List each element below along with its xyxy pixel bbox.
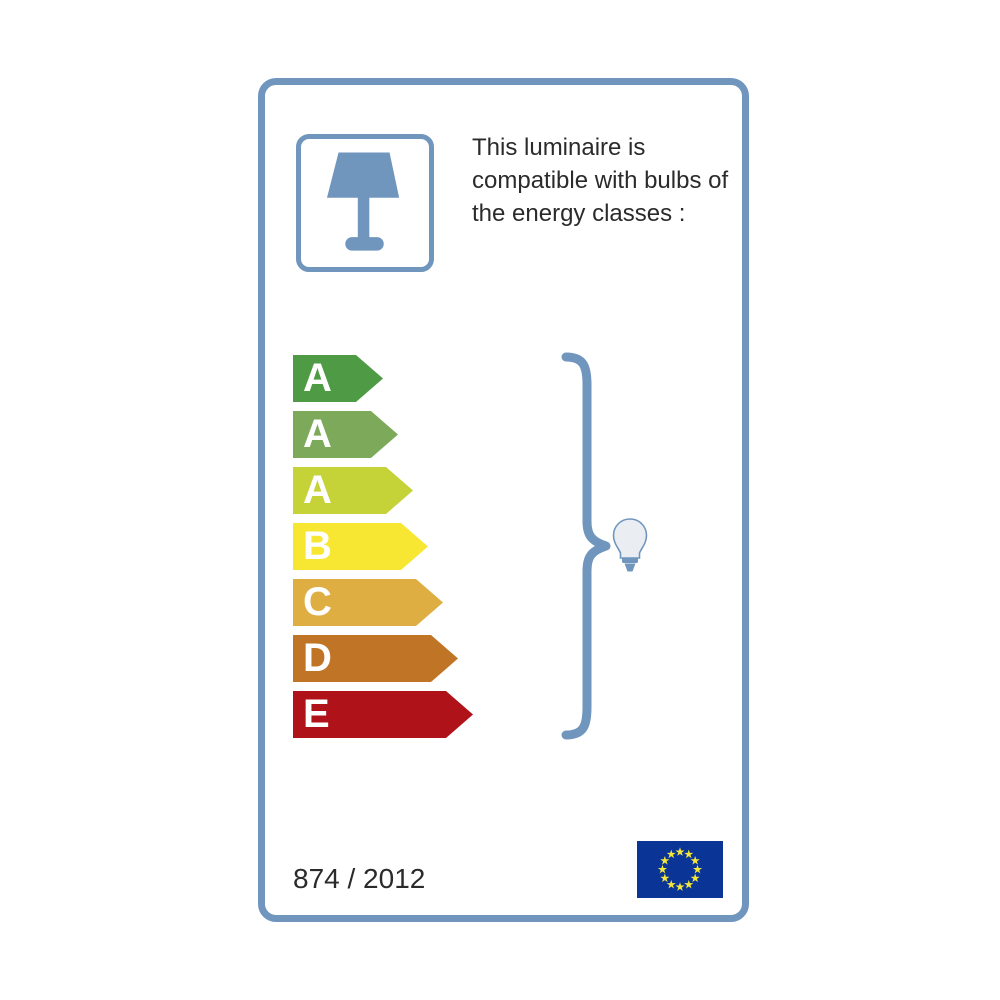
heading-line-2: compatible with bulbs of	[472, 167, 729, 194]
energy-class-arrow-a: A	[293, 467, 413, 514]
energy-class-letter: A	[303, 356, 332, 400]
eu-flag-icon	[637, 841, 723, 898]
energy-class-letter: D	[303, 636, 332, 680]
energy-class-arrow-a: A	[293, 355, 383, 402]
energy-class-arrow-a: A	[293, 411, 398, 458]
energy-class-arrow-e: E	[293, 691, 473, 738]
lamp-pictogram-box	[296, 134, 434, 272]
energy-class-arrow-b: B	[293, 523, 428, 570]
energy-class-arrow-d: D	[293, 635, 458, 682]
heading-line-1: This luminaire is	[472, 134, 646, 161]
curly-brace-icon	[561, 352, 611, 740]
light-bulb-icon	[612, 518, 648, 572]
energy-class-letter: E	[303, 692, 330, 736]
label-heading: This luminaire is compatible with bulbs …	[472, 131, 742, 230]
energy-class-arrow-c: C	[293, 579, 443, 626]
energy-class-letter: B	[303, 524, 332, 568]
table-lamp-icon	[326, 152, 400, 251]
energy-class-letter: C	[303, 580, 332, 624]
luminaire-energy-label-card: This luminaire is compatible with bulbs …	[258, 78, 749, 922]
energy-class-letter: A	[303, 412, 332, 456]
energy-class-letter: A	[303, 468, 332, 512]
regulation-number: 874 / 2012	[293, 863, 426, 894]
heading-line-3: the energy classes :	[472, 200, 686, 227]
